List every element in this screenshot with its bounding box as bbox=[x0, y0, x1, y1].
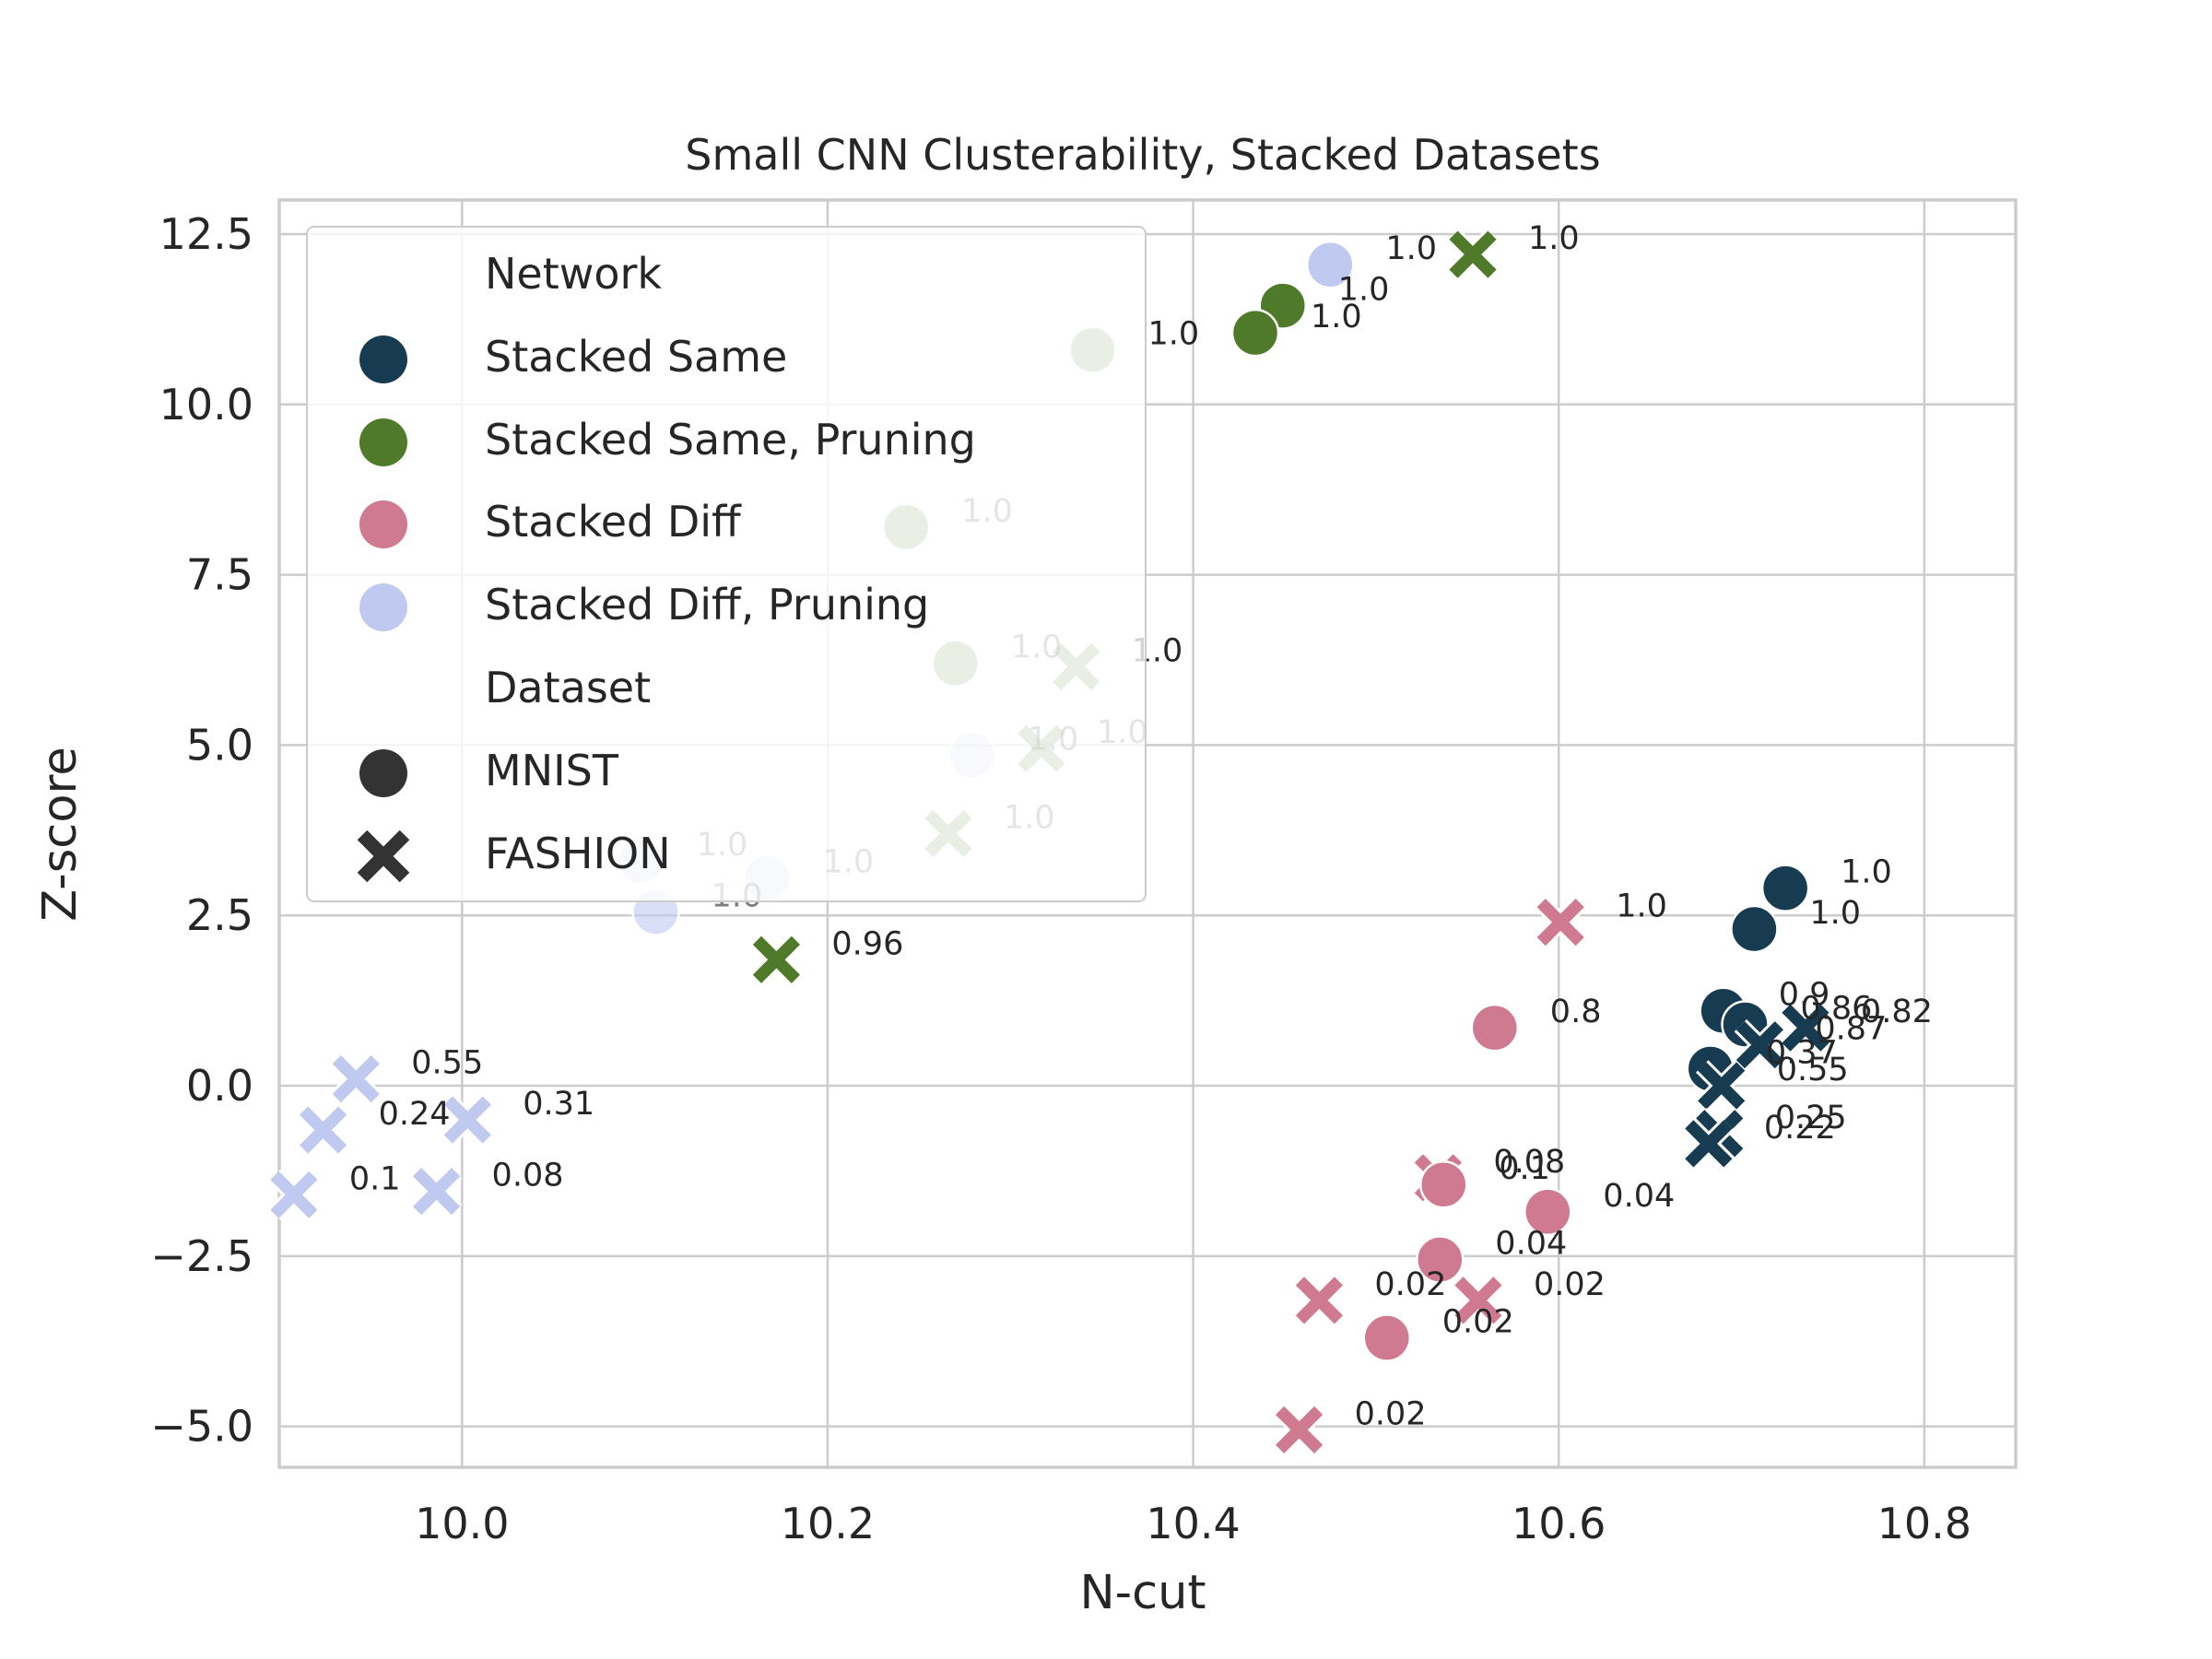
stacked-same-pruning-fashion-point bbox=[750, 934, 803, 985]
stacked-diff-pruning-fashion-point bbox=[297, 1104, 349, 1156]
x-tick-label: 10.2 bbox=[781, 1499, 875, 1548]
y-tick-label: 2.5 bbox=[186, 890, 253, 940]
y-tick-label: 12.5 bbox=[159, 209, 253, 259]
point-value-label: 1.0 bbox=[1809, 895, 1861, 932]
point-value-label: 0.02 bbox=[1374, 1266, 1446, 1303]
stacked-same-pruning-fashion-point bbox=[1447, 229, 1499, 280]
point-value-label: 0.08 bbox=[492, 1158, 564, 1194]
legend-marker-stacked-diff-pruning bbox=[359, 583, 407, 631]
stacked-diff-mnist-point bbox=[1419, 1159, 1468, 1209]
point-value-label: 1.0 bbox=[1148, 316, 1200, 353]
stacked-same-fashion-point bbox=[1734, 1018, 1786, 1071]
legend-style-title: Dataset bbox=[485, 663, 651, 712]
legend-marker-stacked-same-pruning bbox=[359, 418, 407, 466]
point-value-label: 0.9 bbox=[1779, 977, 1830, 1014]
stacked-same-fashion-point bbox=[1780, 1002, 1831, 1053]
point-value-label: 0.02 bbox=[1534, 1266, 1606, 1303]
point-value-label: 1.0 bbox=[1616, 888, 1667, 925]
legend-label-mnist: MNIST bbox=[485, 746, 619, 795]
legend-label-fashion: FASHION bbox=[485, 829, 671, 878]
stacked-same-mnist-point bbox=[1760, 864, 1810, 912]
y-axis-label: Z-score bbox=[33, 747, 88, 921]
legend-frame bbox=[306, 226, 1147, 902]
stacked-diff-mnist-point bbox=[1524, 1187, 1572, 1237]
stacked-diff-pruning-mnist-point bbox=[1306, 240, 1355, 289]
point-value-label: 0.87 bbox=[1815, 1011, 1887, 1048]
stacked-same-pruning-mnist-point bbox=[1230, 308, 1280, 358]
stacked-diff-mnist-point bbox=[1362, 1313, 1412, 1362]
stacked-diff-mnist-point bbox=[1416, 1235, 1465, 1284]
point-value-label: 1.0 bbox=[1528, 220, 1580, 257]
point-value-label: 0.96 bbox=[831, 925, 903, 962]
stacked-same-mnist-point bbox=[1730, 904, 1779, 954]
point-value-label: 0.02 bbox=[1442, 1304, 1514, 1341]
point-value-label: 0.08 bbox=[1493, 1144, 1565, 1181]
point-value-label: 0.24 bbox=[379, 1096, 451, 1133]
point-value-label: 0.04 bbox=[1495, 1226, 1567, 1263]
point-value-label: 0.31 bbox=[523, 1086, 594, 1123]
point-value-label: 0.1 bbox=[349, 1160, 401, 1197]
legend-marker-stacked-same bbox=[359, 335, 407, 383]
stacked-diff-pruning-fashion-point bbox=[441, 1094, 493, 1146]
x-tick-label: 10.0 bbox=[415, 1499, 509, 1548]
stacked-same-fashion-point bbox=[1695, 1060, 1747, 1112]
tick-labels: 10.0 10.2 10.4 10.6 10.8 −5.0 −2.5 0.0 2.5 5.0 7.5… bbox=[150, 209, 1971, 1548]
stacked-diff-mnist-point bbox=[1470, 1003, 1520, 1053]
point-value-label: 0.02 bbox=[1355, 1395, 1427, 1432]
legend-marker-fashion bbox=[357, 830, 410, 883]
x-axis-label: N-cut bbox=[1080, 1566, 1206, 1620]
x-tick-label: 10.8 bbox=[1877, 1499, 1971, 1548]
point-value-label: 1.0 bbox=[1338, 272, 1390, 309]
stacked-diff-pruning-fashion-point bbox=[410, 1165, 463, 1218]
axes-frame bbox=[277, 198, 2018, 1469]
point-value-label: 0.8 bbox=[1550, 994, 1602, 1030]
legend-label-stacked-diff: Stacked Diff bbox=[485, 497, 742, 547]
stacked-diff-fashion-point bbox=[1535, 896, 1586, 948]
point-value-label: 1.0 bbox=[1841, 854, 1892, 891]
point-value-label: 1.0 bbox=[1311, 299, 1362, 335]
point-value-label: 0.04 bbox=[1603, 1178, 1675, 1215]
legend: Network Stacked Same Stacked Same, Pruni… bbox=[306, 226, 1147, 902]
legend-marker-mnist bbox=[359, 749, 407, 797]
y-tick-label: 7.5 bbox=[186, 550, 253, 600]
legend-label-stacked-diff-pruning: Stacked Diff, Pruning bbox=[485, 580, 929, 629]
y-tick-label: 0.0 bbox=[186, 1061, 253, 1111]
stacked-same-fashion-point bbox=[1683, 1118, 1735, 1170]
plot-border bbox=[277, 198, 2018, 1469]
stacked-diff-pruning-fashion-point bbox=[268, 1169, 320, 1221]
point-value-label: 0.37 bbox=[1766, 1035, 1838, 1072]
y-tick-label: −2.5 bbox=[150, 1231, 253, 1281]
y-tick-label: −5.0 bbox=[150, 1402, 253, 1452]
legend-marker-stacked-diff bbox=[359, 500, 407, 548]
chart-title: Small CNN Clusterability, Stacked Datase… bbox=[685, 130, 1600, 180]
stacked-diff-fashion-point bbox=[1273, 1404, 1325, 1456]
y-tick-label: 5.0 bbox=[186, 720, 253, 770]
x-tick-label: 10.6 bbox=[1512, 1499, 1606, 1548]
point-value-label: 1.0 bbox=[1385, 230, 1437, 267]
legend-label-stacked-same-pruning: Stacked Same, Pruning bbox=[485, 415, 976, 465]
point-value-label: 0.86 bbox=[1800, 990, 1872, 1027]
stacked-diff-fashion-point bbox=[1453, 1275, 1504, 1326]
point-value-label: 0.55 bbox=[1777, 1052, 1849, 1088]
stacked-diff-pruning-fashion-point bbox=[330, 1053, 382, 1105]
point-value-label: 0.1 bbox=[1499, 1150, 1550, 1187]
point-value-label: 0.82 bbox=[1861, 994, 1933, 1030]
legend-hue-title: Network bbox=[485, 249, 662, 299]
legend-label-stacked-same: Stacked Same bbox=[485, 332, 787, 382]
x-tick-label: 10.4 bbox=[1146, 1499, 1240, 1548]
y-tick-label: 10.0 bbox=[159, 380, 253, 429]
stacked-diff-fashion-point bbox=[1293, 1275, 1346, 1326]
point-value-label: 0.55 bbox=[411, 1045, 483, 1082]
point-value-label: 0.22 bbox=[1764, 1110, 1836, 1147]
point-value-label: 0.25 bbox=[1775, 1100, 1847, 1136]
